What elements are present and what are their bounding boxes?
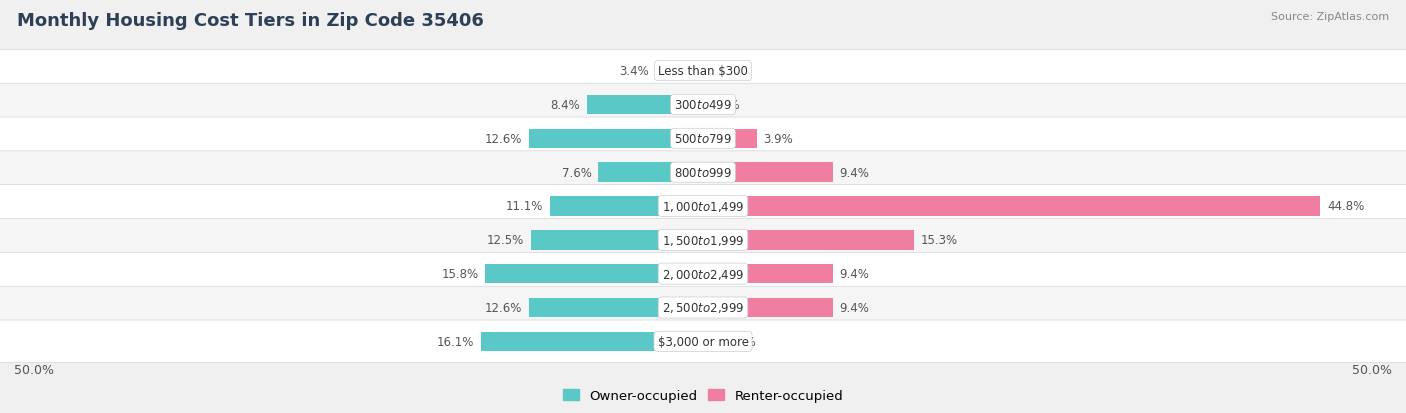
FancyBboxPatch shape — [0, 253, 1406, 295]
Bar — [703, 264, 832, 284]
Text: $500 to $799: $500 to $799 — [673, 133, 733, 145]
Text: $2,000 to $2,499: $2,000 to $2,499 — [662, 267, 744, 281]
Bar — [481, 332, 703, 351]
Bar — [703, 298, 832, 318]
Bar — [588, 95, 703, 115]
Text: $300 to $499: $300 to $499 — [673, 99, 733, 112]
Bar — [599, 163, 703, 183]
Bar — [530, 298, 703, 318]
Text: 16.1%: 16.1% — [437, 335, 474, 348]
Text: 50.0%: 50.0% — [14, 363, 53, 376]
Text: 9.4%: 9.4% — [839, 268, 869, 280]
Legend: Owner-occupied, Renter-occupied: Owner-occupied, Renter-occupied — [558, 384, 848, 407]
Text: Source: ZipAtlas.com: Source: ZipAtlas.com — [1271, 12, 1389, 22]
Text: 9.4%: 9.4% — [839, 166, 869, 179]
Bar — [531, 230, 703, 250]
FancyBboxPatch shape — [0, 152, 1406, 194]
Bar — [703, 129, 756, 149]
FancyBboxPatch shape — [0, 219, 1406, 261]
Text: Monthly Housing Cost Tiers in Zip Code 35406: Monthly Housing Cost Tiers in Zip Code 3… — [17, 12, 484, 30]
Bar — [657, 62, 703, 81]
Text: $1,000 to $1,499: $1,000 to $1,499 — [662, 199, 744, 214]
Text: 12.6%: 12.6% — [485, 301, 523, 314]
Text: 1.2%: 1.2% — [727, 335, 756, 348]
Bar — [703, 197, 1320, 216]
Bar — [703, 230, 914, 250]
Text: 50.0%: 50.0% — [1353, 363, 1392, 376]
Text: Less than $300: Less than $300 — [658, 65, 748, 78]
Text: $800 to $999: $800 to $999 — [673, 166, 733, 179]
Text: $3,000 or more: $3,000 or more — [658, 335, 748, 348]
Text: 8.4%: 8.4% — [551, 99, 581, 112]
FancyBboxPatch shape — [0, 84, 1406, 126]
FancyBboxPatch shape — [0, 320, 1406, 363]
Text: 15.3%: 15.3% — [921, 234, 957, 247]
Text: 0.0%: 0.0% — [710, 65, 740, 78]
Text: 3.4%: 3.4% — [620, 65, 650, 78]
Text: 0.0%: 0.0% — [710, 99, 740, 112]
Text: 3.9%: 3.9% — [763, 133, 793, 145]
Text: 44.8%: 44.8% — [1327, 200, 1364, 213]
FancyBboxPatch shape — [0, 50, 1406, 93]
Bar — [530, 129, 703, 149]
FancyBboxPatch shape — [0, 118, 1406, 160]
Bar — [703, 332, 720, 351]
Text: 7.6%: 7.6% — [561, 166, 592, 179]
Text: 15.8%: 15.8% — [441, 268, 478, 280]
Text: 12.6%: 12.6% — [485, 133, 523, 145]
Text: $2,500 to $2,999: $2,500 to $2,999 — [662, 301, 744, 315]
Text: 9.4%: 9.4% — [839, 301, 869, 314]
FancyBboxPatch shape — [0, 185, 1406, 228]
Bar — [550, 197, 703, 216]
Bar — [485, 264, 703, 284]
Text: 11.1%: 11.1% — [506, 200, 543, 213]
Bar — [703, 163, 832, 183]
FancyBboxPatch shape — [0, 287, 1406, 329]
Text: $1,500 to $1,999: $1,500 to $1,999 — [662, 233, 744, 247]
Text: 12.5%: 12.5% — [486, 234, 524, 247]
